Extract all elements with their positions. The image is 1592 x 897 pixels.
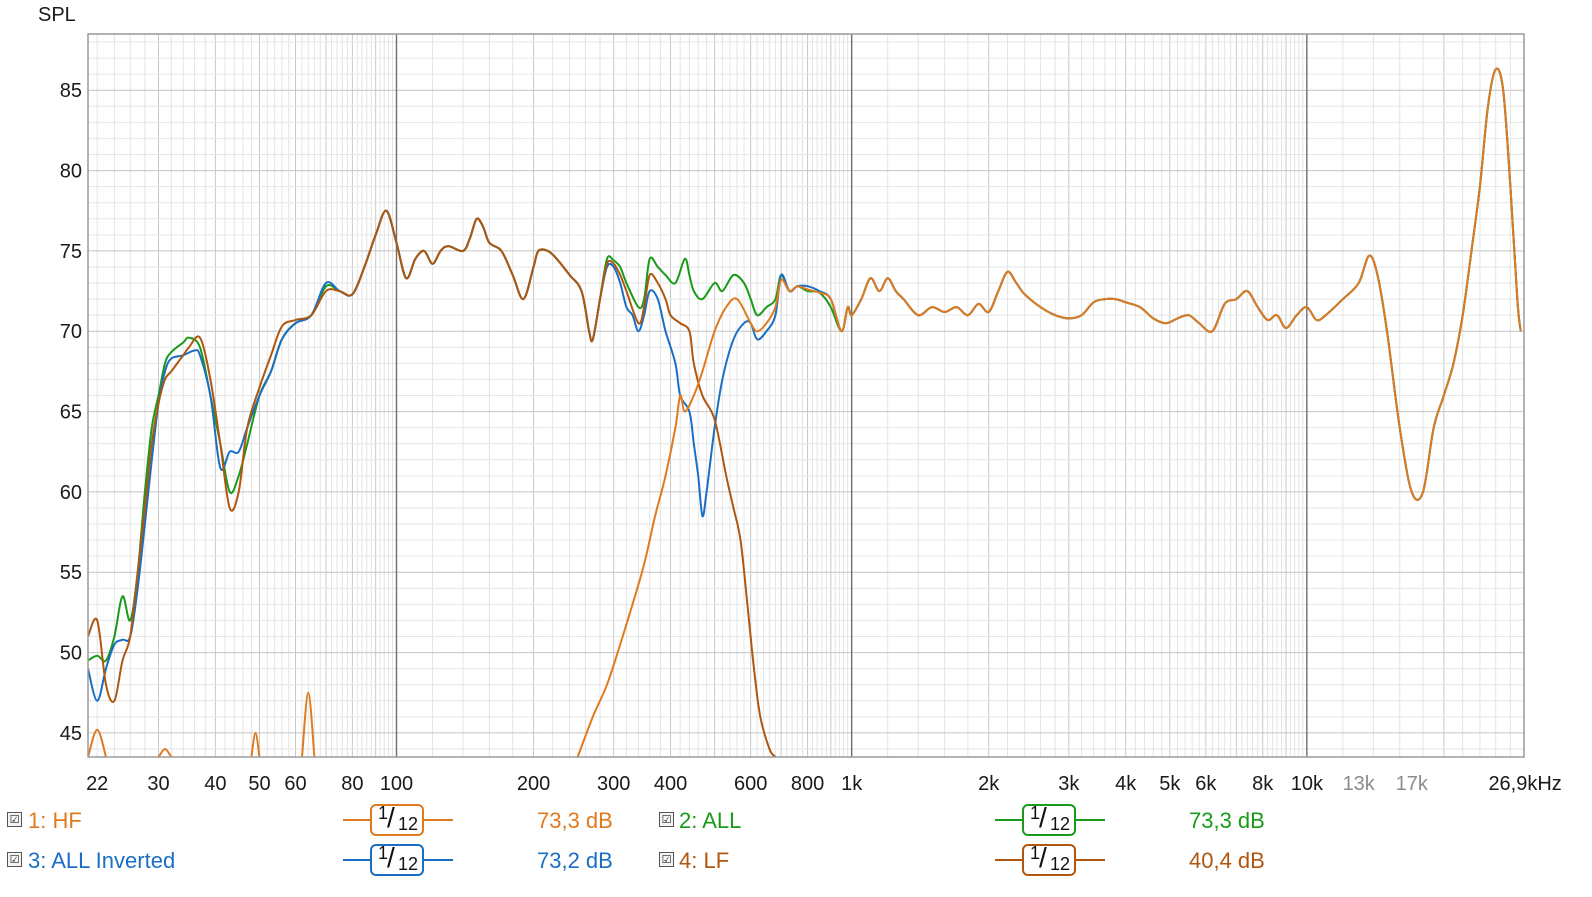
series-line-all-inverted [88,67,1522,702]
checkbox-icon[interactable]: ☑ [7,852,22,867]
y-tick-labels: 45 50 55 60 65 70 75 80 85 [60,80,82,745]
x-tick-label: 300 [597,773,630,795]
smoothing-selector[interactable]: 1 / 12 [343,842,453,878]
legend-value: 73,3 dB [537,808,613,833]
x-tick-label: 8k [1252,773,1274,795]
y-tick-label: 55 [60,562,82,584]
y-tick-label: 70 [60,321,82,343]
series-layer [88,67,1522,757]
smoothing-selector[interactable]: 1 / 12 [343,802,453,838]
legend-item-all-inverted[interactable]: ☑ 3: ALL Inverted 1 / 12 73,2 dB [0,840,650,880]
smoothing-denominator: 12 [1050,854,1071,874]
series-lf [88,209,777,757]
legend-item-hf[interactable]: ☑ 1: HF 1 / 12 73,3 dB [0,800,650,840]
x-tick-label: 17k [1396,773,1429,795]
series-line-hf [301,691,316,757]
x-tick-label: 1k [841,773,863,795]
plot-border [87,33,1525,758]
x-tick-label: 3k [1058,773,1080,795]
grid-minor [88,34,1525,757]
y-tick-label: 75 [60,241,82,263]
smoothing-numerator: 1 [378,803,389,823]
smoothing-numerator: 1 [1030,803,1041,823]
y-tick-label: 80 [60,161,82,183]
x-tick-label: 600 [734,773,767,795]
legend-label: 3: ALL Inverted [28,848,176,873]
x-tick-label: 50 [248,773,270,795]
smoothing-denominator: 12 [398,854,419,874]
smoothing-numerator: 1 [1030,843,1041,863]
series-line-hf [576,67,1522,757]
smoothing-denominator: 12 [398,814,419,834]
legend-value: 40,4 dB [1189,848,1265,873]
x-tick-label: 400 [654,773,687,795]
x-tick-label: 200 [517,773,550,795]
frequency-response-chart: SPL 45 50 55 60 65 70 75 80 85 22 30 40 50 60 80 100 20… [38,4,1562,795]
series-all-inverted [88,67,1522,702]
legend-row-1: ☑ 1: HF 1 / 12 73,3 dB ☑ 2: ALL 1 / 12 7… [0,800,1592,840]
legend-label: 4: LF [679,848,730,873]
legend-value: 73,2 dB [537,848,613,873]
x-tick-label: 6k [1195,773,1217,795]
x-tick-label: 80 [341,773,363,795]
legend-label: 2: ALL [679,808,742,833]
checkbox-icon[interactable]: ☑ [659,852,674,867]
x-tick-label: 40 [204,773,226,795]
y-axis-label: SPL [38,4,76,26]
x-tick-label: 5k [1159,773,1181,795]
y-tick-label: 60 [60,482,82,504]
series-line-hf [88,728,107,757]
legend-item-all[interactable]: ☑ 2: ALL 1 / 12 73,3 dB [655,800,1305,840]
smoothing-selector[interactable]: 1 / 12 [995,802,1105,838]
x-tick-label: 4k [1115,773,1137,795]
legend-row-2: ☑ 3: ALL Inverted 1 / 12 73,2 dB ☑ 4: LF… [0,840,1592,880]
x-tick-label: 60 [284,773,306,795]
series-hf [88,67,1522,757]
checkbox-icon[interactable]: ☑ [7,812,22,827]
y-tick-label: 50 [60,643,82,665]
smoothing-selector[interactable]: 1 / 12 [995,842,1105,878]
x-tick-label: 2k [978,773,1000,795]
grid-major [395,34,1308,757]
smoothing-denominator: 12 [1050,814,1071,834]
series-line-hf [157,748,173,757]
x-tick-label: 22 [86,773,108,795]
series-line-lf [88,209,777,757]
x-tick-labels: 22 30 40 50 60 80 100 200 300 400 600 800 1k 2k 3k 4k 5k… [86,773,1562,795]
legend-item-lf[interactable]: ☑ 4: LF 1 / 12 40,4 dB [655,840,1305,880]
x-tick-label: 13k [1343,773,1376,795]
x-tick-label: 100 [380,773,413,795]
x-tick-label: 800 [791,773,824,795]
smoothing-numerator: 1 [378,843,389,863]
x-tick-label: 26,9kHz [1488,773,1561,795]
x-tick-label: 30 [147,773,169,795]
y-tick-label: 85 [60,80,82,102]
legend-label: 1: HF [28,808,82,833]
x-tick-label: 10k [1291,773,1324,795]
checkbox-icon[interactable]: ☑ [659,812,674,827]
series-line-hf [250,731,261,757]
legend-value: 73,3 dB [1189,808,1265,833]
y-tick-label: 45 [60,723,82,745]
y-tick-label: 65 [60,402,82,424]
